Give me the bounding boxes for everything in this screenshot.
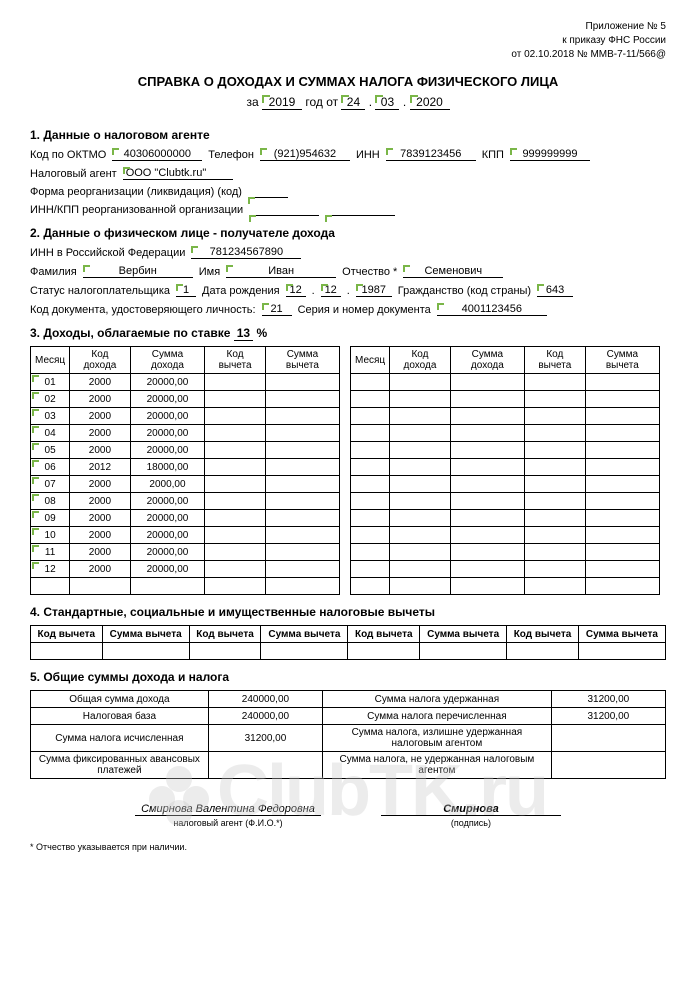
signature-block: Смирнова Валентина Федоровна налоговый а… [30,803,666,828]
kpp-label: КПП [482,149,504,161]
inn-label: ИНН [356,149,380,161]
doc-serial-label: Серия и номер документа [298,304,431,316]
section4-title: 4. Стандартные, социальные и имущественн… [30,605,666,619]
surname-value: Вербин [83,265,193,278]
innkpp-label: ИНН/КПП реорганизованной организации [30,204,243,216]
totals-table: Общая сумма дохода240000,00Сумма налога … [30,690,666,779]
inn-value: 7839123456 [386,148,476,161]
oktmo-label: Код по ОКТМО [30,149,106,161]
citizenship-value: 643 [537,284,573,297]
citizenship-label: Гражданство (код страны) [398,285,531,297]
signature: Смирнова [381,803,561,816]
name-value: Иван [226,265,336,278]
dob-year: 1987 [356,284,392,297]
kpp-value: 999999999 [510,148,590,161]
patronymic-value: Семенович [403,265,503,278]
agent-name-sub: налоговый агент (Ф.И.О.*) [135,818,321,828]
tel-value: (921)954632 [260,148,350,161]
document-title: СПРАВКА О ДОХОДАХ И СУММАХ НАЛОГА ФИЗИЧЕ… [30,74,666,89]
innkpp2-value [325,215,395,216]
dob-month: 12 [321,284,341,297]
deductions-table: Код вычетаСумма вычетаКод вычетаСумма вы… [30,625,666,660]
doc-code-value: 21 [262,303,292,316]
date-line: за 2019 год от 24 . 03 . 2020 [30,95,666,110]
section5-title: 5. Общие суммы дохода и налога [30,670,666,684]
reorg-value [248,197,288,198]
innkpp1-value [249,215,319,216]
agent-name: Смирнова Валентина Федоровна [135,803,321,816]
agent-label: Налоговый агент [30,168,117,180]
header-appendix: Приложение № 5 к приказу ФНС России от 0… [30,20,666,62]
patronymic-label: Отчество * [342,266,397,278]
signature-sub: (подпись) [381,818,561,828]
income-table-left: МесяцКод доходаСумма доходаКод вычетаСум… [30,346,340,595]
dob-day: 12 [286,284,306,297]
dob-label: Дата рождения [202,285,280,297]
reorg-label: Форма реорганизации (ликвидация) (код) [30,186,242,198]
oktmo-value: 40306000000 [112,148,202,161]
section3-title: 3. Доходы, облагаемые по ставке 13 % [30,326,666,340]
income-table-right: МесяцКод доходаСумма доходаКод вычетаСум… [350,346,660,595]
section2-title: 2. Данные о физическом лице - получателе… [30,226,666,240]
footnote: * Отчество указывается при наличии. [30,842,666,852]
section1-title: 1. Данные о налоговом агенте [30,128,666,142]
surname-label: Фамилия [30,266,77,278]
person-inn-label: ИНН в Российской Федерации [30,247,185,259]
status-label: Статус налогоплательщика [30,285,170,297]
doc-code-label: Код документа, удостоверяющего личность: [30,304,256,316]
person-inn-value: 781234567890 [191,246,301,259]
tel-label: Телефон [208,149,254,161]
agent-value: ООО "Clubtk.ru" [123,167,233,180]
doc-serial-value: 4001123456 [437,303,547,316]
name-label: Имя [199,266,220,278]
status-value: 1 [176,284,196,297]
